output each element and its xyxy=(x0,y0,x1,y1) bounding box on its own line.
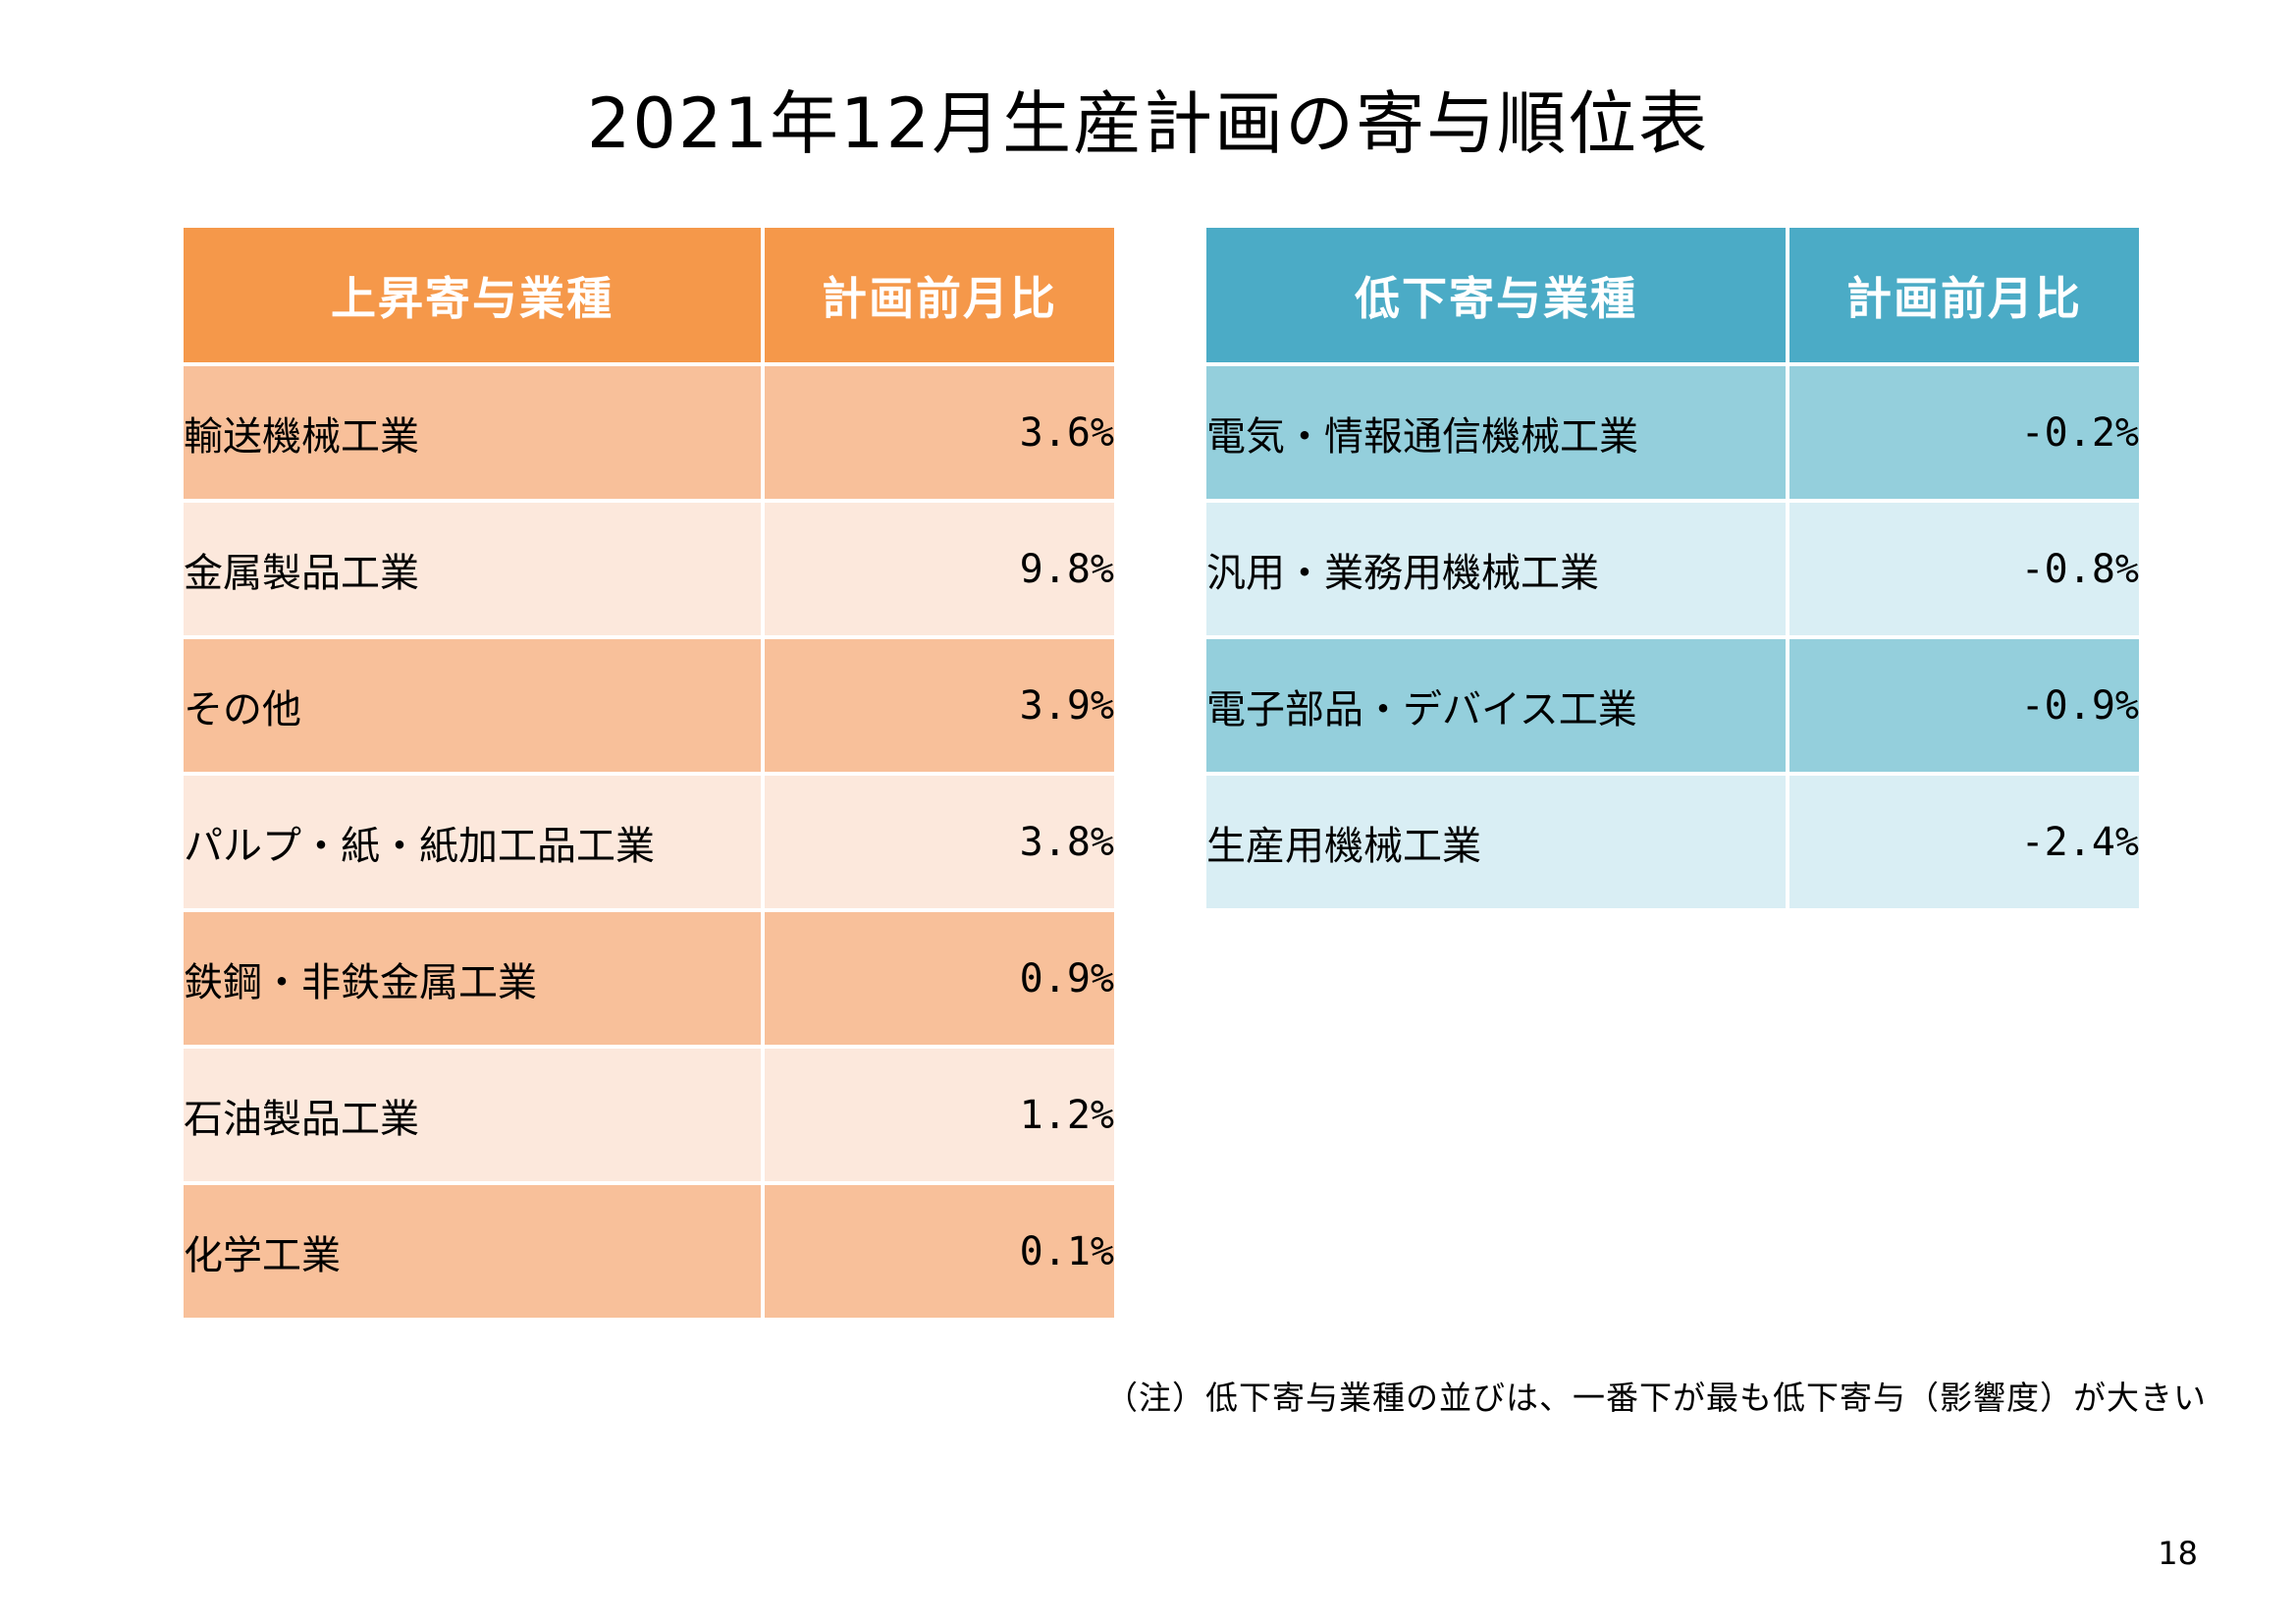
value-cell: -2.4% xyxy=(1786,772,2143,912)
value-cell: 3.6% xyxy=(761,362,1118,503)
value-cell: 1.2% xyxy=(761,1045,1118,1185)
table-header-row: 上昇寄与業種 計画前月比 xyxy=(180,224,1118,366)
value-cell: 0.9% xyxy=(761,908,1118,1049)
rising-contribution-table: 上昇寄与業種 計画前月比 輸送機械工業 3.6% 金属製品工業 9.8% その他… xyxy=(180,224,1118,1322)
column-header-mom-change: 計画前月比 xyxy=(761,224,1118,366)
value-cell: -0.2% xyxy=(1786,362,2143,503)
table-row: その他 3.9% xyxy=(180,635,1118,776)
page-title: 2021年12月生産計画の寄与順位表 xyxy=(586,83,1710,164)
table-row: 電子部品・デバイス工業 -0.9% xyxy=(1202,635,2143,776)
industry-cell: 電子部品・デバイス工業 xyxy=(1202,635,1789,776)
table-row: 化学工業 0.1% xyxy=(180,1181,1118,1322)
page-number: 18 xyxy=(2158,1535,2198,1572)
industry-cell: 汎用・業務用機械工業 xyxy=(1202,499,1789,639)
table-row: 生産用機械工業 -2.4% xyxy=(1202,772,2143,912)
industry-cell: 生産用機械工業 xyxy=(1202,772,1789,912)
value-cell: 0.1% xyxy=(761,1181,1118,1322)
table-row: 金属製品工業 9.8% xyxy=(180,499,1118,639)
table-row: 汎用・業務用機械工業 -0.8% xyxy=(1202,499,2143,639)
table-row: 鉄鋼・非鉄金属工業 0.9% xyxy=(180,908,1118,1049)
industry-cell: 金属製品工業 xyxy=(180,499,765,639)
table-row: 輸送機械工業 3.6% xyxy=(180,362,1118,503)
column-header-mom-change: 計画前月比 xyxy=(1786,224,2143,366)
column-header-industry: 低下寄与業種 xyxy=(1202,224,1789,366)
table-row: 石油製品工業 1.2% xyxy=(180,1045,1118,1185)
industry-cell: 輸送機械工業 xyxy=(180,362,765,503)
value-cell: -0.9% xyxy=(1786,635,2143,776)
table-row: パルプ・紙・紙加工品工業 3.8% xyxy=(180,772,1118,912)
value-cell: 9.8% xyxy=(761,499,1118,639)
falling-contribution-table: 低下寄与業種 計画前月比 電気・情報通信機械工業 -0.2% 汎用・業務用機械工… xyxy=(1202,224,2143,912)
value-cell: 3.8% xyxy=(761,772,1118,912)
industry-cell: パルプ・紙・紙加工品工業 xyxy=(180,772,765,912)
value-cell: -0.8% xyxy=(1786,499,2143,639)
industry-cell: その他 xyxy=(180,635,765,776)
value-cell: 3.9% xyxy=(761,635,1118,776)
table-row: 電気・情報通信機械工業 -0.2% xyxy=(1202,362,2143,503)
table-header-row: 低下寄与業種 計画前月比 xyxy=(1202,224,2143,366)
industry-cell: 電気・情報通信機械工業 xyxy=(1202,362,1789,503)
industry-cell: 化学工業 xyxy=(180,1181,765,1322)
column-header-industry: 上昇寄与業種 xyxy=(180,224,765,366)
footnote: （注）低下寄与業種の並びは、一番下が最も低下寄与（影響度）が大きい xyxy=(1105,1379,2207,1417)
industry-cell: 石油製品工業 xyxy=(180,1045,765,1185)
industry-cell: 鉄鋼・非鉄金属工業 xyxy=(180,908,765,1049)
